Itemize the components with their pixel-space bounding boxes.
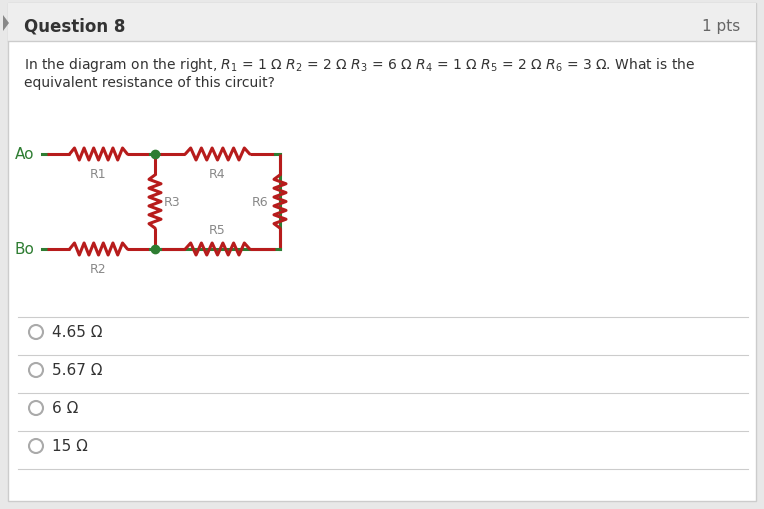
Text: 5.67 Ω: 5.67 Ω: [52, 363, 102, 378]
Text: R3: R3: [164, 195, 180, 209]
Text: equivalent resistance of this circuit?: equivalent resistance of this circuit?: [24, 76, 275, 90]
Text: 4.65 Ω: 4.65 Ω: [52, 325, 102, 340]
Text: 15 Ω: 15 Ω: [52, 439, 88, 454]
Text: R1: R1: [90, 167, 107, 181]
Text: Bo: Bo: [14, 242, 34, 257]
Polygon shape: [3, 16, 9, 32]
Bar: [8, 4, 756, 42]
Text: R5: R5: [209, 223, 226, 237]
Text: 6 Ω: 6 Ω: [52, 401, 79, 416]
Text: Ao: Ao: [15, 147, 34, 162]
Text: R4: R4: [209, 167, 226, 181]
Text: R6: R6: [251, 195, 268, 209]
Text: In the diagram on the right, $R_1$ = 1 $\Omega$ $R_2$ = 2 $\Omega$ $R_3$ = 6 $\O: In the diagram on the right, $R_1$ = 1 $…: [24, 56, 695, 74]
Text: Question 8: Question 8: [24, 18, 125, 36]
Text: R2: R2: [90, 263, 107, 275]
Text: 1 pts: 1 pts: [702, 19, 740, 35]
